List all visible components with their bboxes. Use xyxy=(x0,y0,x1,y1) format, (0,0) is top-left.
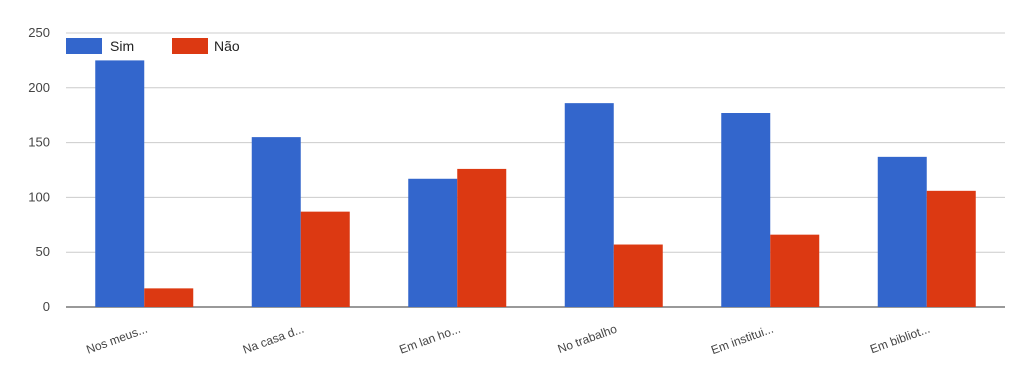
y-tick-label: 150 xyxy=(28,135,50,150)
bar-series2 xyxy=(300,211,350,307)
x-tick-label: Na casa d... xyxy=(241,322,306,357)
bar-series1 xyxy=(95,60,145,308)
bar-series2 xyxy=(770,234,820,307)
bars xyxy=(95,60,976,308)
bar-series1 xyxy=(877,156,927,307)
legend-label: Não xyxy=(214,38,240,54)
x-tick-label: Em institui... xyxy=(709,322,775,358)
legend-swatch xyxy=(172,38,208,54)
gridlines xyxy=(66,32,1005,308)
bar-series1 xyxy=(251,137,301,307)
legend-swatch xyxy=(66,38,102,54)
y-tick-label: 0 xyxy=(43,299,50,314)
x-tick-label: Em lan ho... xyxy=(397,322,462,357)
x-tick-label: Em bibliot... xyxy=(868,322,932,357)
y-tick-label: 200 xyxy=(28,80,50,95)
y-axis-ticks: 0 50 100 150 200 250 xyxy=(28,25,50,314)
legend-label: Sim xyxy=(110,38,134,54)
y-tick-label: 50 xyxy=(36,244,50,259)
x-tick-label: No trabalho xyxy=(556,322,619,356)
bar-series2 xyxy=(613,244,663,307)
bar-series2 xyxy=(457,168,507,307)
x-tick-label: Nos meus... xyxy=(84,322,149,357)
y-tick-label: 100 xyxy=(28,189,50,204)
bar-series1 xyxy=(721,113,771,308)
bar-series1 xyxy=(408,178,458,307)
bar-series1 xyxy=(564,103,614,307)
bar-series2 xyxy=(926,190,976,307)
x-axis-ticks: Nos meus... Na casa d... Em lan ho... No tr… xyxy=(84,322,931,358)
y-tick-label: 250 xyxy=(28,25,50,40)
bar-series2 xyxy=(144,288,194,307)
legend: Sim Não xyxy=(66,38,240,54)
